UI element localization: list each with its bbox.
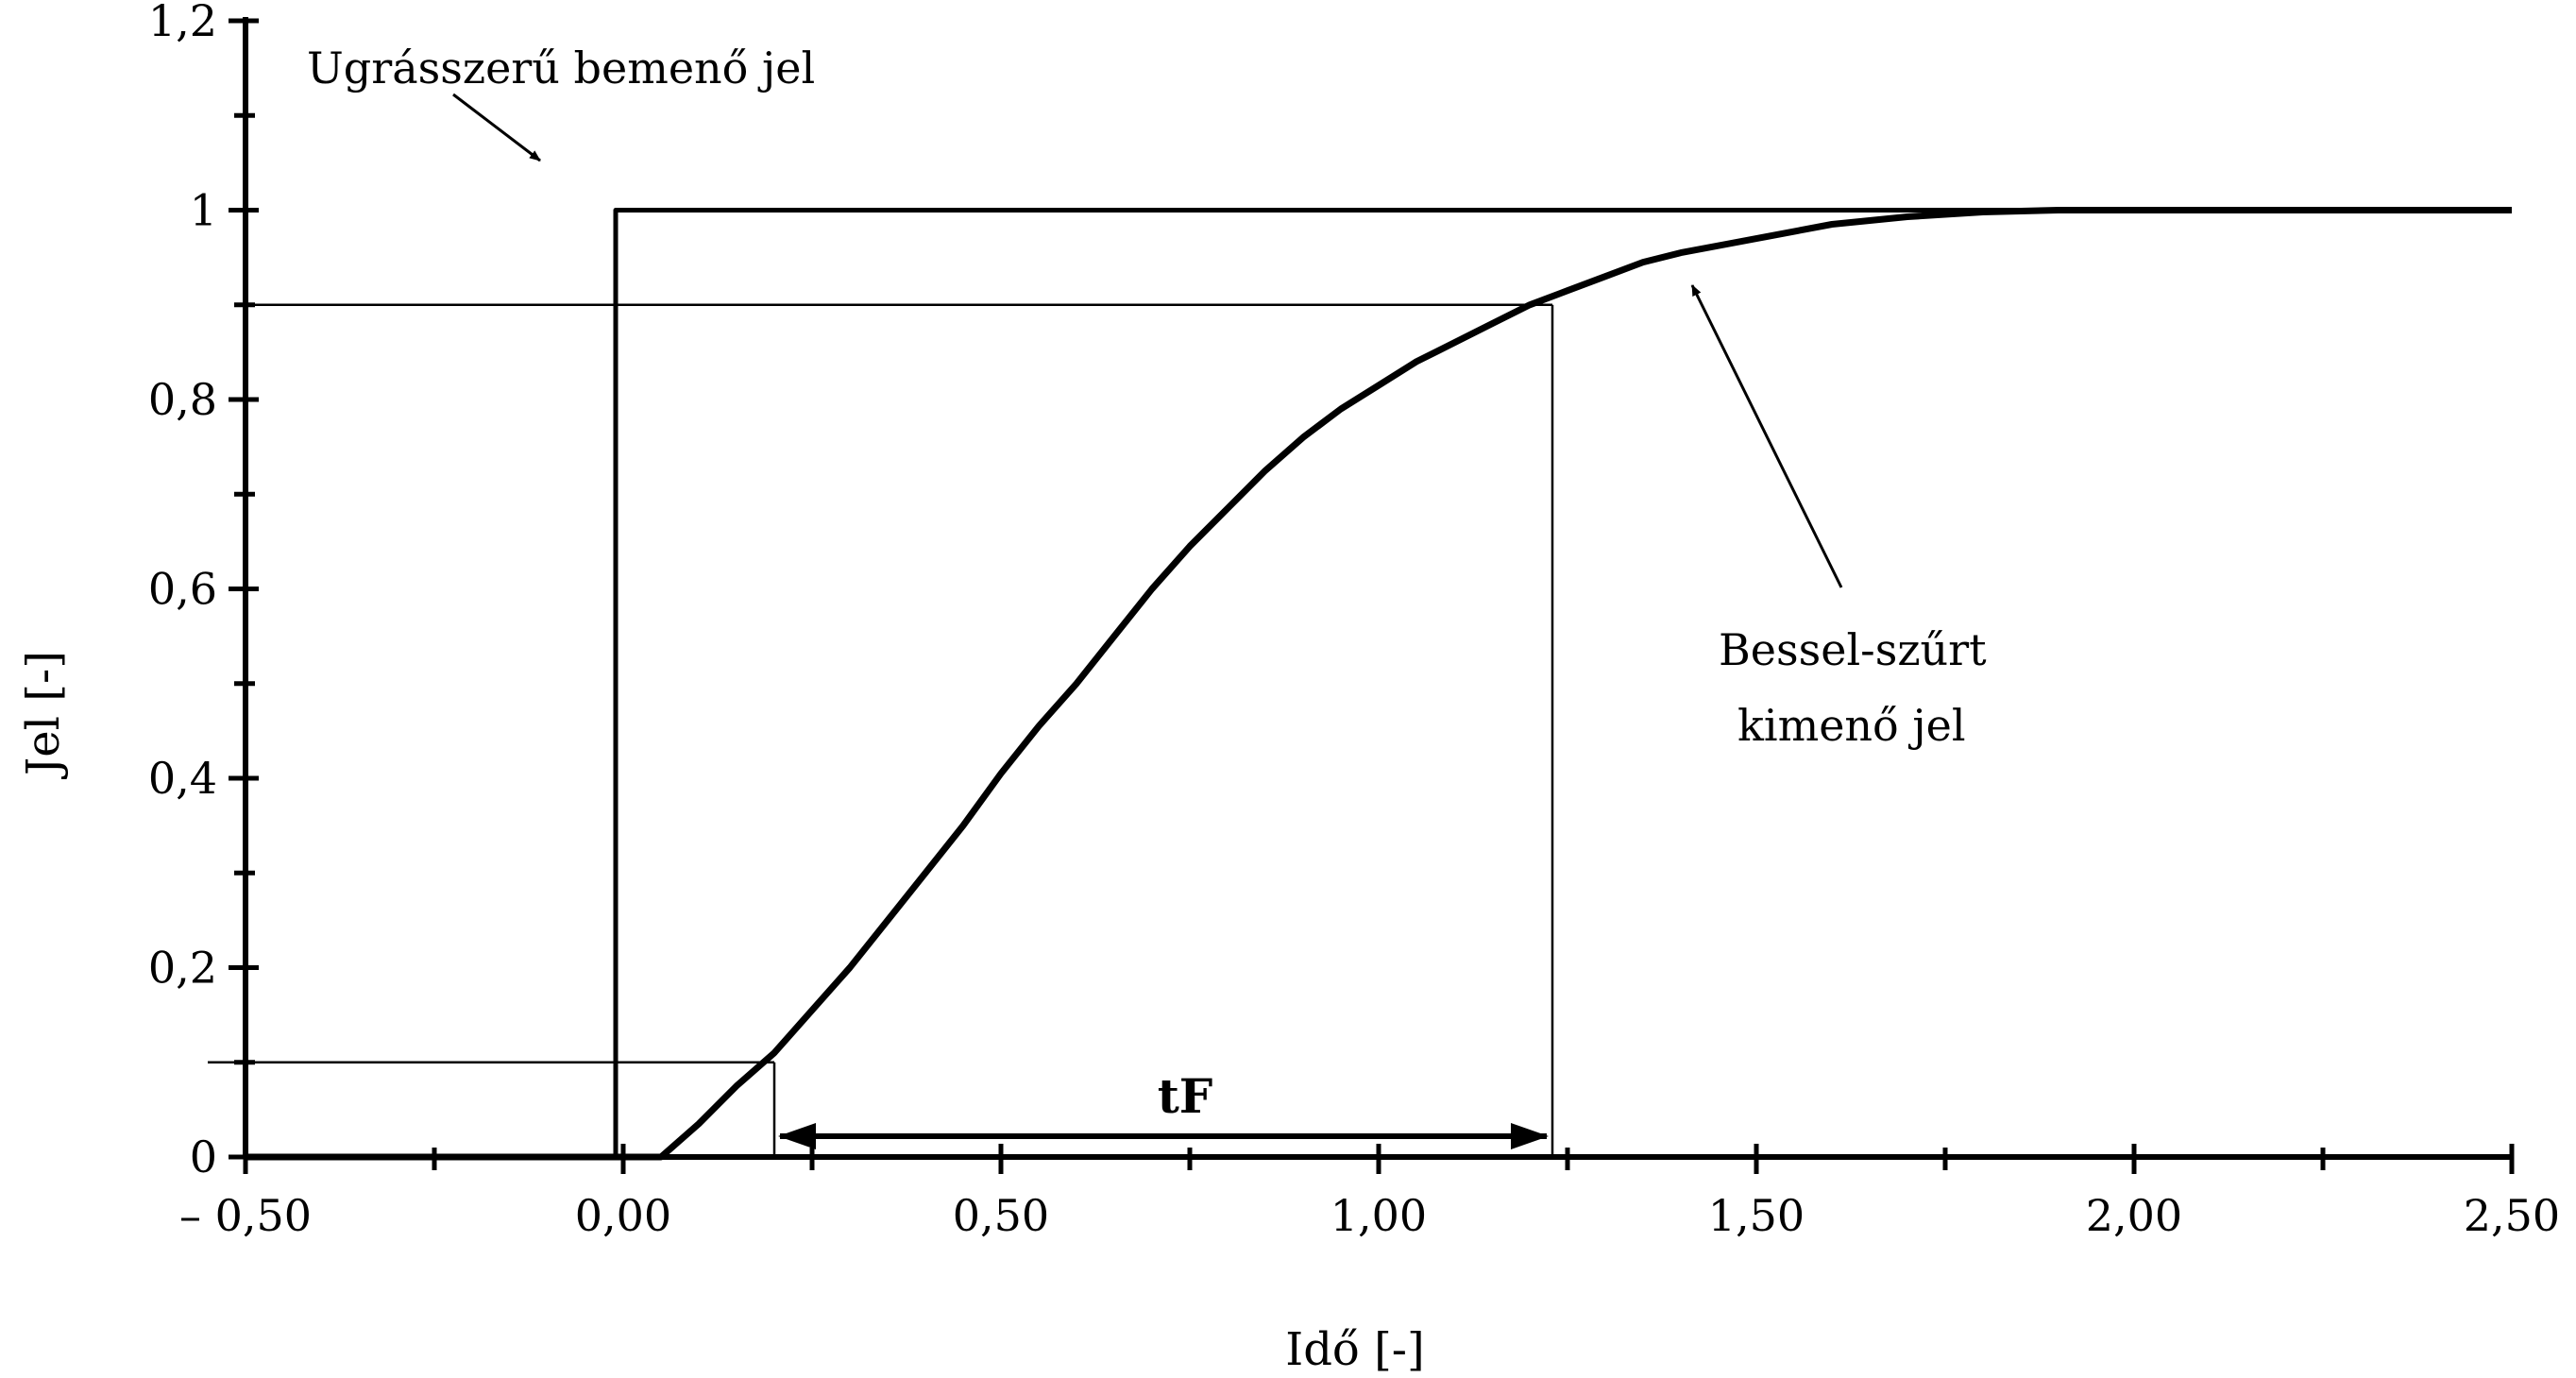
y-tick-label: 1,2 — [148, 0, 217, 46]
series-layer — [246, 207, 2512, 1161]
y-tick-label: 0,6 — [148, 564, 217, 615]
step-input-line — [246, 208, 2512, 1160]
y-tick-label: 0,2 — [148, 943, 217, 994]
x-tick-label: 0,00 — [575, 1190, 671, 1241]
y-axis-title: Jel [-] — [17, 651, 70, 780]
x-tick-label: – 0,50 — [179, 1190, 312, 1241]
input-signal-pointer — [452, 93, 541, 162]
y-tick-label: 1 — [190, 185, 217, 236]
input-signal-label: Ugrásszerű bemenő jel — [307, 43, 815, 94]
output-signal-label-line2: kimenő jel — [1737, 700, 1966, 751]
y-tick-label: 0 — [190, 1131, 217, 1182]
bessel-output-line — [246, 207, 2512, 1161]
y-tick-label: 0,4 — [148, 753, 217, 804]
output-signal-label-line1: Bessel-szűrt — [1719, 624, 1987, 675]
x-tick-label: 1,00 — [1330, 1190, 1427, 1241]
x-tick-label: 2,00 — [2086, 1190, 2182, 1241]
x-axis-title: Idő [-] — [1285, 1323, 1425, 1376]
output-signal-pointer — [1690, 284, 1843, 588]
axes — [229, 17, 2515, 1174]
x-tick-label: 1,50 — [1708, 1190, 1805, 1241]
x-tick-label: 2,50 — [2464, 1190, 2560, 1241]
x-tick-label: 0,50 — [953, 1190, 1049, 1241]
reference-lines — [208, 303, 1554, 1157]
y-tick-label: 0,8 — [148, 374, 217, 425]
rise-time-label: tF — [1158, 1068, 1213, 1124]
tick-labels: – 0,50 0,00 0,50 1,00 1,50 2,00 2,50 0 0,2 0,4 0,6… — [148, 0, 2560, 1241]
